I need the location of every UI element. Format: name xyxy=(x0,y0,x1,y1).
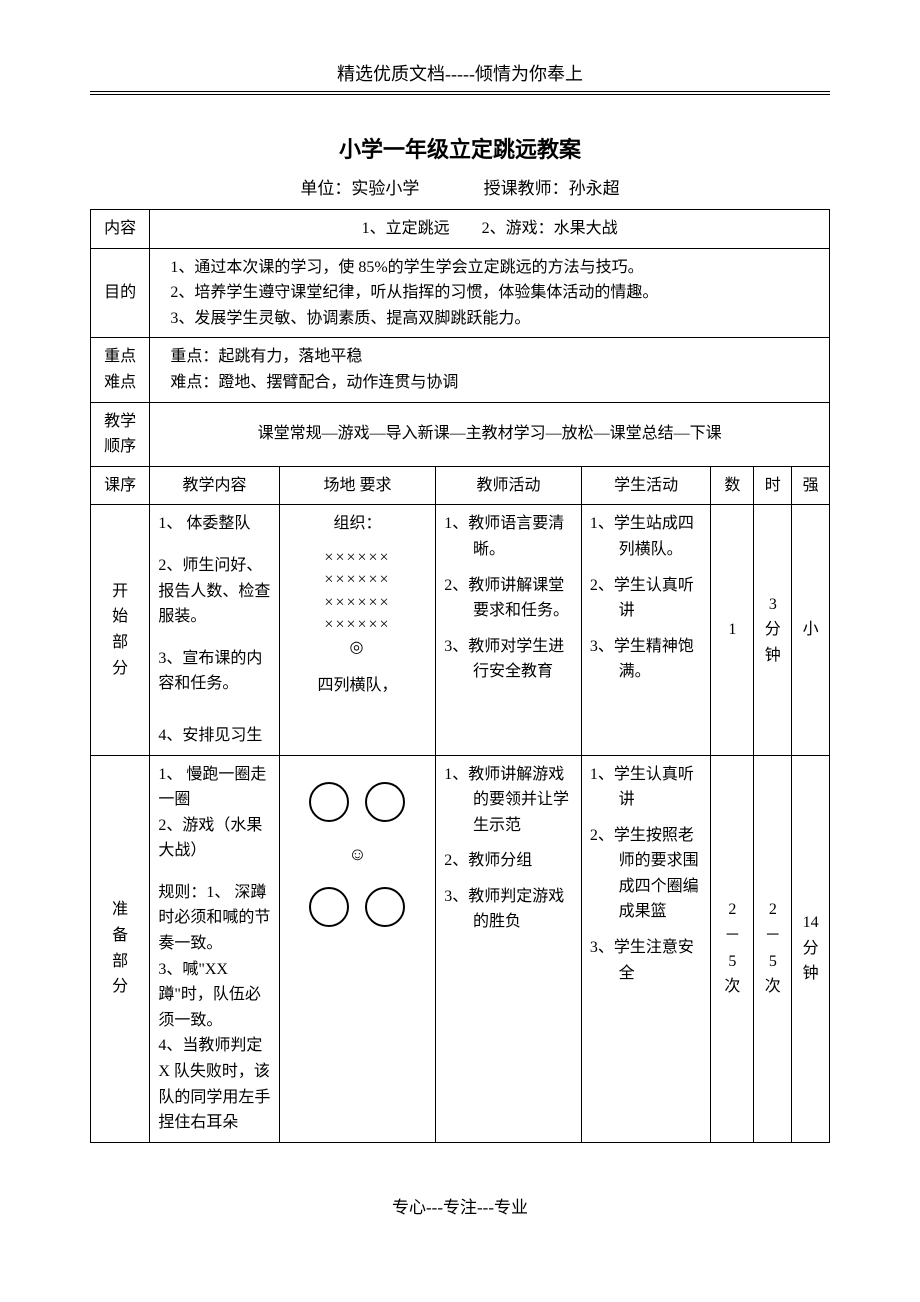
section1-row: 开始部分 1、 体委整队 2、师生问好、报告人数、检查服装。 3、宣布课的内容和… xyxy=(91,505,830,755)
s1-student-i1: 1、学生站成四列横队。 xyxy=(590,511,702,562)
s1-content-i4: 4、安排见习生 xyxy=(158,723,270,749)
s2-student-i2: 2、学生按照老师的要求围成四个圈编成果篮 xyxy=(590,823,702,925)
s1-teacher-i3: 3、教师对学生进行安全教育 xyxy=(444,634,573,685)
section2-student: 1、学生认真听讲 2、学生按照老师的要求围成四个圈编成果篮 3、学生注意安全 xyxy=(581,755,710,1142)
s1-student-i2: 2、学生认真听讲 xyxy=(590,573,702,624)
content-label: 内容 xyxy=(91,210,150,249)
purpose-line3: 3、发展学生灵敏、协调素质、提高双脚跳跃能力。 xyxy=(170,306,821,332)
keypoints-line2: 难点：蹬地、摆臂配合，动作连贯与协调 xyxy=(170,370,821,396)
s1-content-i1: 1、 体委整队 xyxy=(158,511,270,537)
header-c3: 场地 要求 xyxy=(279,466,435,505)
page-footer: 专心---专注---专业 xyxy=(90,1193,830,1218)
sequence-label: 教学 顺序 xyxy=(91,402,150,466)
content-row: 内容 1、立定跳远 2、游戏：水果大战 xyxy=(91,210,830,249)
s2-teacher-i3: 3、教师判定游戏的胜负 xyxy=(444,884,573,935)
s1-layout-caption: 四列横队， xyxy=(288,673,427,699)
section1-num: 1 xyxy=(711,505,754,755)
keypoints-value: 重点：起跳有力，落地平稳 难点：蹬地、摆臂配合，动作连贯与协调 xyxy=(150,338,830,402)
circle-shape xyxy=(309,782,349,822)
s2-student-i3: 3、学生注意安全 xyxy=(590,935,702,986)
header-c5: 学生活动 xyxy=(581,466,710,505)
section2-row: 准备部分 1、 慢跑一圈走一圈 2、游戏（水果大战） 规则：1、 深蹲时必须和喊… xyxy=(91,755,830,1142)
header-c6: 数 xyxy=(711,466,754,505)
section2-time: 2－5次 xyxy=(754,755,792,1142)
lesson-plan-table: 内容 1、立定跳远 2、游戏：水果大战 目的 1、通过本次课的学习，使 85%的… xyxy=(90,209,830,1143)
s2-student-i1: 1、学生认真听讲 xyxy=(590,762,702,813)
section1-label: 开始部分 xyxy=(91,505,150,755)
table-header-row: 课序 教学内容 场地 要求 教师活动 学生活动 数 时 强 xyxy=(91,466,830,505)
section2-label: 准备部分 xyxy=(91,755,150,1142)
purpose-label: 目的 xyxy=(91,248,150,338)
s2-teacher-i1: 1、教师讲解游戏的要领并让学生示范 xyxy=(444,762,573,839)
purpose-line1: 1、通过本次课的学习，使 85%的学生学会立定跳远的方法与技巧。 xyxy=(170,255,821,281)
section1-content: 1、 体委整队 2、师生问好、报告人数、检查服装。 3、宣布课的内容和任务。 4… xyxy=(150,505,279,755)
teacher-label: 授课教师：孙永超 xyxy=(484,174,620,199)
s1-teacher-i1: 1、教师语言要清晰。 xyxy=(444,511,573,562)
content-value: 1、立定跳远 2、游戏：水果大战 xyxy=(150,210,830,249)
section1-layout: 组织： ×××××× ×××××× ×××××× ×××××× ◎ 四列横队， xyxy=(279,505,435,755)
section2-content: 1、 慢跑一圈走一圈 2、游戏（水果大战） 规则：1、 深蹲时必须和喊的节奏一致… xyxy=(150,755,279,1142)
circle-shape xyxy=(365,782,405,822)
section2-teacher: 1、教师讲解游戏的要领并让学生示范 2、教师分组 3、教师判定游戏的胜负 xyxy=(436,755,582,1142)
s2-content-rule4: 4、当教师判定 X 队失败时，该队的同学用左手捏住右耳朵 xyxy=(158,1033,270,1135)
s2-content-i2: 2、游戏（水果大战） xyxy=(158,813,270,864)
keypoints-label: 重点 难点 xyxy=(91,338,150,402)
header-c8: 强 xyxy=(792,466,830,505)
document-subtitle: 单位：实验小学 授课教师：孙永超 xyxy=(90,174,830,199)
header-c2: 教学内容 xyxy=(150,466,279,505)
section2-num: 2－5次 xyxy=(711,755,754,1142)
formation-diagram: ×××××× ×××××× ×××××× ×××××× ◎ xyxy=(288,547,427,659)
header-c7: 时 xyxy=(754,466,792,505)
purpose-value: 1、通过本次课的学习，使 85%的学生学会立定跳远的方法与技巧。 2、培养学生遵… xyxy=(150,248,830,338)
section1-intensity: 小 xyxy=(792,505,830,755)
keypoints-row: 重点 难点 重点：起跳有力，落地平稳 难点：蹬地、摆臂配合，动作连贯与协调 xyxy=(91,338,830,402)
document-title: 小学一年级立定跳远教案 xyxy=(90,132,830,164)
section2-layout: ☺ xyxy=(279,755,435,1142)
section1-time: 3分钟 xyxy=(754,505,792,755)
s1-content-i3: 3、宣布课的内容和任务。 xyxy=(158,646,270,697)
purpose-line2: 2、培养学生遵守课堂纪律，听从指挥的习惯，体验集体活动的情趣。 xyxy=(170,280,821,306)
s1-teacher-i2: 2、教师讲解课堂要求和任务。 xyxy=(444,573,573,624)
sequence-row: 教学 顺序 课堂常规—游戏—导入新课—主教材学习—放松—课堂总结—下课 xyxy=(91,402,830,466)
s1-layout-title: 组织： xyxy=(288,511,427,537)
unit-label: 单位：实验小学 xyxy=(300,174,419,199)
section1-teacher: 1、教师语言要清晰。 2、教师讲解课堂要求和任务。 3、教师对学生进行安全教育 xyxy=(436,505,582,755)
s2-teacher-i2: 2、教师分组 xyxy=(444,848,573,874)
section1-student: 1、学生站成四列横队。 2、学生认真听讲 3、学生精神饱满。 xyxy=(581,505,710,755)
purpose-row: 目的 1、通过本次课的学习，使 85%的学生学会立定跳远的方法与技巧。 2、培养… xyxy=(91,248,830,338)
circles-diagram: ☺ xyxy=(288,762,427,948)
s2-content-rules: 规则：1、 深蹲时必须和喊的节奏一致。 xyxy=(158,880,270,957)
s2-content-rule3: 3、喊"XX 蹲"时，队伍必须一致。 xyxy=(158,957,270,1034)
circle-shape xyxy=(309,887,349,927)
smiley-icon: ☺ xyxy=(348,832,366,877)
s1-content-i2: 2、师生问好、报告人数、检查服装。 xyxy=(158,553,270,630)
circle-shape xyxy=(365,887,405,927)
keypoints-line1: 重点：起跳有力，落地平稳 xyxy=(170,344,821,370)
section2-intensity: 14分钟 xyxy=(792,755,830,1142)
header-c1: 课序 xyxy=(91,466,150,505)
page-header: 精选优质文档-----倾情为你奉上 xyxy=(90,60,830,92)
sequence-value: 课堂常规—游戏—导入新课—主教材学习—放松—课堂总结—下课 xyxy=(150,402,830,466)
s2-content-i1: 1、 慢跑一圈走一圈 xyxy=(158,762,270,813)
s1-student-i3: 3、学生精神饱满。 xyxy=(590,634,702,685)
header-c4: 教师活动 xyxy=(436,466,582,505)
